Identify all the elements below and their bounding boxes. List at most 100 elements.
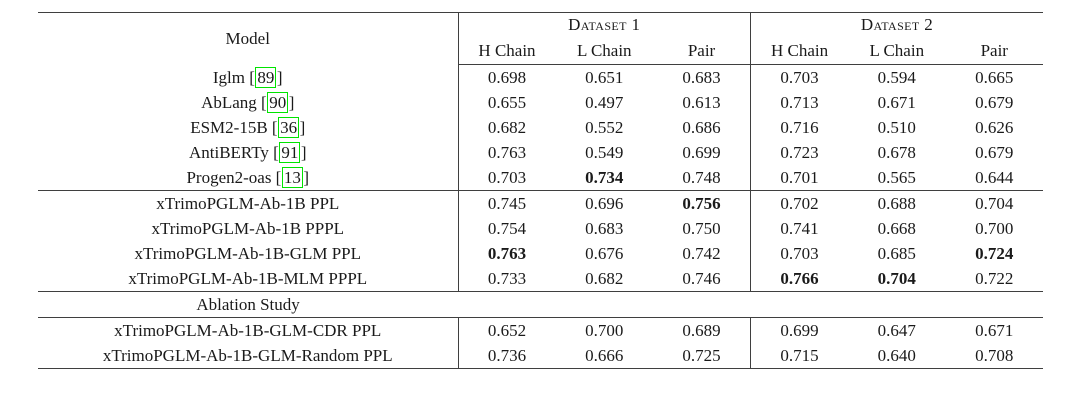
value-cell: 0.750 [682,219,721,238]
header-d1-l-chain: L Chain [555,37,653,65]
bracket: ] [300,143,307,162]
value-cell: 0.756 [682,194,721,213]
value-cell: 0.688 [877,194,916,213]
value-cell: 0.679 [975,143,1014,162]
value-cell: 0.699 [750,317,849,343]
value-cell: 0.666 [585,346,624,365]
model-cell: xTrimoPGLM-Ab-1B-GLM-Random PPL [102,346,393,365]
citation-link[interactable]: 13 [281,167,303,188]
model-name: ESM2-15B [ [190,118,278,137]
table-row-xtrimo-pppl: xTrimoPGLM-Ab-1B PPPL 0.754 0.683 0.750 … [38,216,1043,241]
header-d2-pair: Pair [945,37,1044,65]
bracket: ] [288,93,295,112]
model-cell: xTrimoPGLM-Ab-1B PPL [156,194,340,213]
value-cell: 0.724 [975,244,1014,263]
table-row-xtrimo-mlm-pppl: xTrimoPGLM-Ab-1B-MLM PPPL 0.733 0.682 0.… [38,266,1043,292]
header-model: Model [225,28,270,48]
value-cell: 0.704 [877,269,916,288]
model-cell: xTrimoPGLM-Ab-1B-GLM-CDR PPL [114,321,382,340]
value-cell: 0.613 [682,93,721,112]
citation-link[interactable]: 91 [279,142,301,163]
citation-link[interactable]: 36 [278,117,300,138]
table-row-esm2: ESM2-15B [36] 0.682 0.552 0.686 0.716 0.… [38,115,1043,140]
value-cell: 0.754 [457,216,556,241]
value-cell: 0.745 [457,190,556,216]
table-row-antiberty: AntiBERTy [91] 0.763 0.549 0.699 0.723 0… [38,140,1043,165]
table-row-xtrimo-glm-ppl: xTrimoPGLM-Ab-1B-GLM PPL 0.763 0.676 0.7… [38,241,1043,266]
value-cell: 0.703 [750,64,849,90]
value-cell: 0.671 [877,93,916,112]
value-cell: 0.716 [750,115,849,140]
value-cell: 0.676 [585,244,624,263]
value-cell: 0.678 [877,143,916,162]
header-dataset2: Dataset 2 [750,12,1044,37]
value-cell: 0.713 [750,90,849,115]
model-cell: Progen2-oas [13] [38,165,458,191]
value-cell: 0.722 [975,269,1014,288]
value-cell: 0.683 [682,68,721,87]
value-cell: 0.497 [585,93,624,112]
value-cell: 0.685 [877,244,916,263]
results-table: Model Dataset 1 Dataset 2 H Chain L Chai… [38,12,1044,369]
model-cell: AbLang [90] [38,90,458,115]
value-cell: 0.736 [457,343,556,369]
value-cell: 0.665 [975,68,1014,87]
citation-link[interactable]: 89 [255,66,277,88]
value-cell: 0.763 [457,140,556,165]
value-cell: 0.565 [848,165,946,191]
value-cell: 0.708 [975,346,1014,365]
table-row-xtrimo-ppl: xTrimoPGLM-Ab-1B PPL 0.745 0.696 0.756 0… [38,190,1043,216]
value-cell: 0.733 [457,266,556,292]
value-cell: 0.686 [682,118,721,137]
value-cell: 0.748 [653,165,751,191]
value-cell: 0.679 [975,93,1014,112]
value-cell: 0.698 [457,64,556,90]
header-dataset1: Dataset 1 [457,12,751,37]
value-cell: 0.644 [945,165,1044,191]
section-row: Ablation Study [38,291,1044,318]
value-cell: 0.682 [457,115,556,140]
value-cell: 0.652 [457,317,556,343]
model-cell: Iglm [89] [38,65,458,91]
value-cell: 0.696 [585,194,624,213]
value-cell: 0.549 [585,143,624,162]
value-cell: 0.701 [750,165,849,191]
value-cell: 0.689 [682,321,721,340]
bracket: ] [303,168,310,187]
value-cell: 0.704 [975,194,1014,213]
value-cell: 0.715 [750,343,849,369]
table-row-progen2: Progen2-oas [13] 0.703 0.734 0.748 0.701… [38,165,1044,191]
value-cell: 0.510 [877,118,916,137]
value-cell: 0.725 [682,346,721,365]
table-row-ablang: AbLang [90] 0.655 0.497 0.613 0.713 0.67… [38,90,1043,115]
model-cell: xTrimoPGLM-Ab-1B-GLM PPL [134,244,362,263]
model-name: Progen2-oas [ [186,168,282,187]
table-row-xtrimo-glm-cdr-ppl: xTrimoPGLM-Ab-1B-GLM-CDR PPL 0.652 0.700… [38,317,1043,343]
value-cell: 0.746 [682,269,721,288]
value-cell: 0.723 [750,140,849,165]
value-cell: 0.703 [750,241,849,266]
model-cell: AntiBERTy [91] [38,140,458,165]
value-cell: 0.742 [682,244,721,263]
value-cell: 0.702 [750,190,849,216]
value-cell: 0.651 [585,68,624,87]
value-cell: 0.552 [585,118,624,137]
model-name: Iglm [ [212,67,255,87]
header-d1-h-chain: H Chain [457,37,556,65]
value-cell: 0.640 [877,346,916,365]
value-cell: 0.703 [457,165,556,191]
model-cell: xTrimoPGLM-Ab-1B-MLM PPPL [128,269,368,288]
value-cell: 0.682 [585,269,624,288]
header-d2-l-chain: L Chain [848,37,946,65]
value-cell: 0.594 [877,68,916,87]
bracket: ] [276,67,283,87]
model-name: AbLang [ [201,93,267,112]
value-cell: 0.668 [877,219,916,238]
value-cell: 0.671 [975,321,1014,340]
value-cell: 0.683 [585,219,624,238]
citation-link[interactable]: 90 [267,92,289,113]
section-label: Ablation Study [196,295,300,314]
header-d1-pair: Pair [653,37,751,65]
value-cell: 0.700 [585,321,624,340]
